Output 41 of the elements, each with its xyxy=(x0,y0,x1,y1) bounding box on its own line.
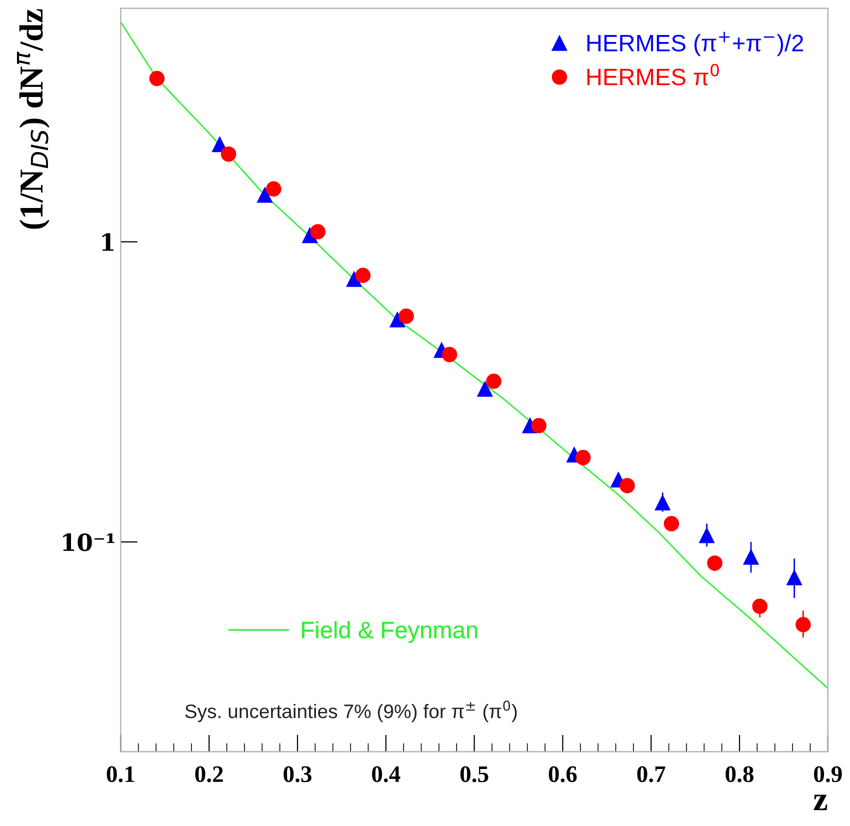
legend-label: Field & Feynman xyxy=(302,621,478,644)
point xyxy=(346,272,362,287)
point xyxy=(310,224,326,240)
point xyxy=(486,374,502,389)
x-tick-label: 0.2 xyxy=(195,766,223,782)
point xyxy=(654,495,670,510)
point xyxy=(796,617,811,632)
x-tick-label: 0.6 xyxy=(548,766,577,782)
line-series xyxy=(120,21,828,690)
x-tick-label: 0.8 xyxy=(726,766,754,782)
point xyxy=(664,516,680,532)
point xyxy=(620,478,635,494)
point xyxy=(743,549,759,565)
point xyxy=(531,418,546,434)
point xyxy=(398,308,414,324)
point xyxy=(477,381,493,397)
x-tick-label: 0.5 xyxy=(460,766,488,782)
point xyxy=(786,570,802,586)
x-tick-label: 0.4 xyxy=(372,766,400,782)
x-tick-label: 0.1 xyxy=(106,766,134,782)
x-tick-label: 0.7 xyxy=(637,766,666,782)
point xyxy=(699,528,714,544)
x-tick-label: 0.3 xyxy=(284,766,312,782)
legend-label: HERMES (π$^{+}$+π$^{−}$)/2 xyxy=(587,32,804,56)
y-axis-title: (1/N$_{DIS}$) dN$^{π}$/dz xyxy=(16,9,50,229)
point xyxy=(707,555,722,571)
point xyxy=(266,181,282,197)
point xyxy=(355,268,371,283)
point xyxy=(149,70,165,86)
x-axis-title: z xyxy=(814,794,828,810)
annotation: Sys. uncertainties 7% (9%) for π$^{±}$ (π$^{0}$) xyxy=(185,700,517,722)
point xyxy=(390,312,406,328)
x-tick-label: 0.9 xyxy=(814,766,842,782)
point xyxy=(752,598,768,614)
y-tick-label: 1 xyxy=(102,233,114,251)
point xyxy=(442,346,458,362)
y-tick-label: 10⁻¹ xyxy=(63,533,114,552)
point xyxy=(257,188,272,203)
point xyxy=(220,146,236,162)
legend-label: HERMES π$^{0}$ xyxy=(587,64,719,86)
point xyxy=(575,450,591,466)
